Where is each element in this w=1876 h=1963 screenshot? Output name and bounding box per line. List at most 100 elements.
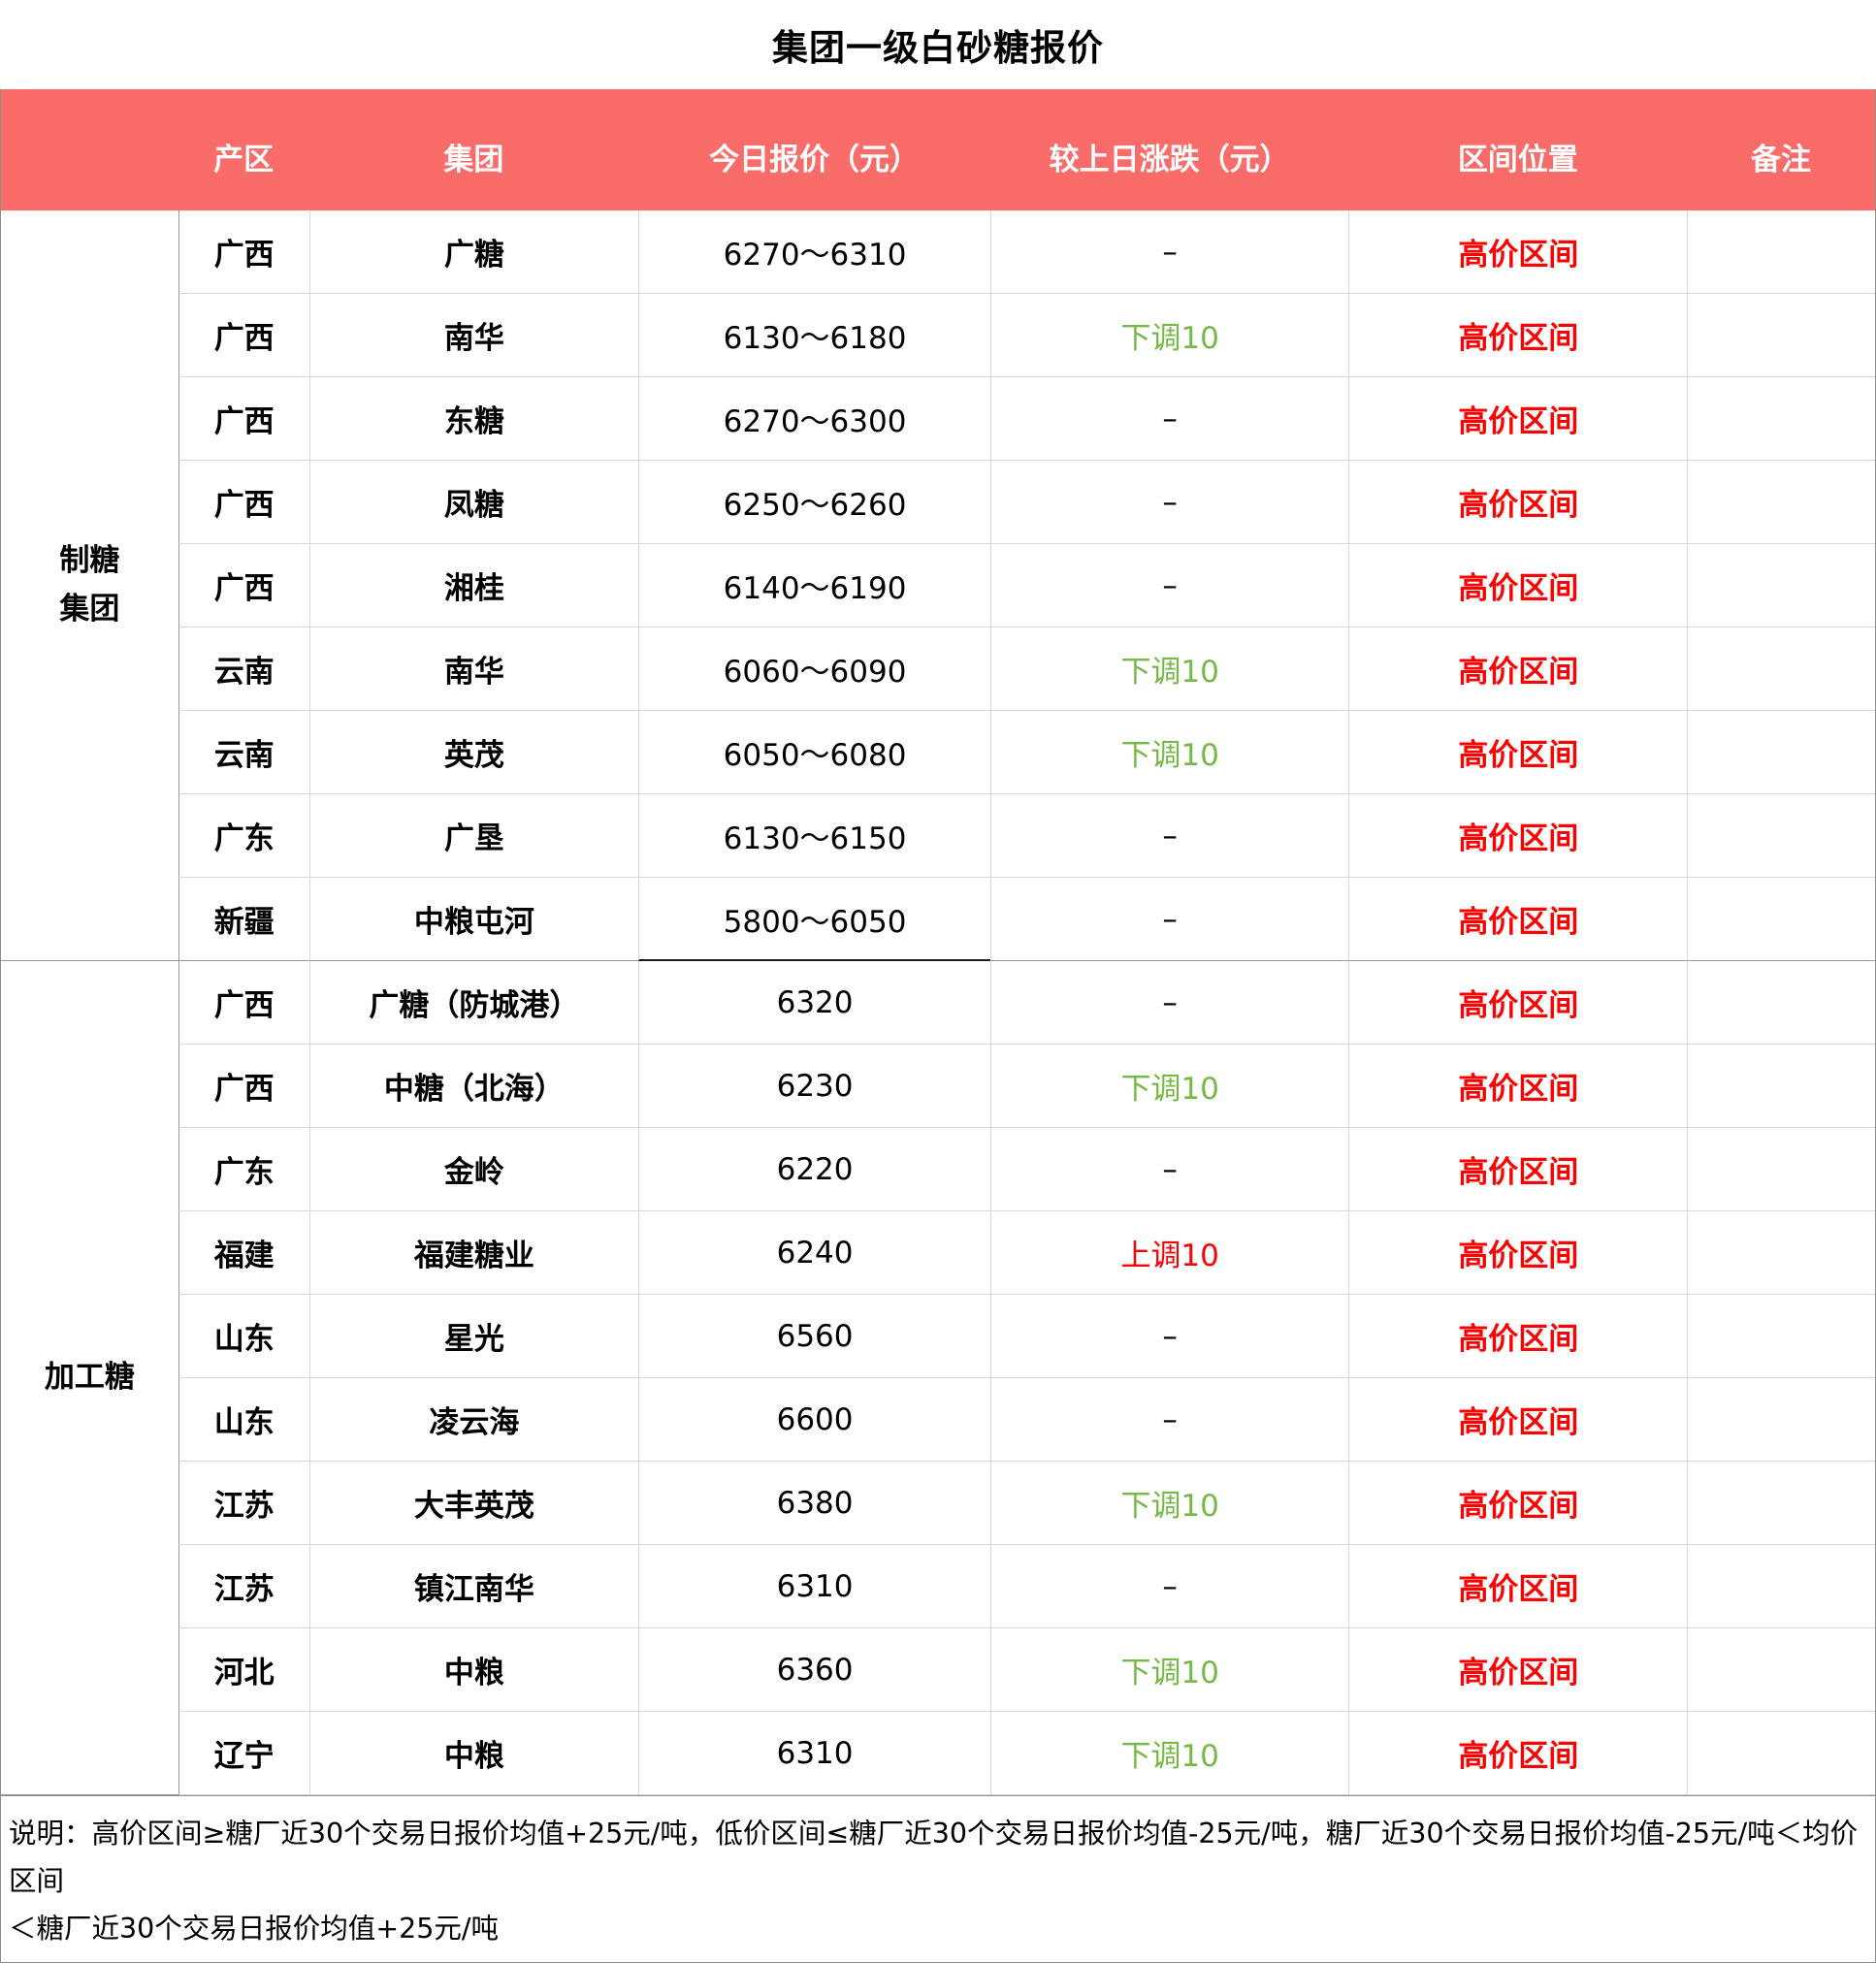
table-header-row: 产区 集团 今日报价（元） 较上日涨跌（元） 区间位置 备注 <box>1 89 1875 210</box>
price-cell: 6360 <box>638 1628 990 1712</box>
header-change: 较上日涨跌（元） <box>1049 143 1290 177</box>
remark-cell <box>1687 878 1875 961</box>
header-corner <box>1 89 178 210</box>
table-body: 制糖 集团 广西 广糖 6270～6310– 高价区间 广西 南华 6130～6180 下调10… <box>1 210 1875 1795</box>
range-position-cell: 高价区间 <box>1348 878 1688 961</box>
price-cell: 6240 <box>638 1211 990 1295</box>
area-cell: 广西 <box>178 961 309 1045</box>
group-name-cell: 星光 <box>308 1295 639 1378</box>
area-cell: 广西 <box>178 294 309 377</box>
change-cell: – <box>989 1295 1349 1378</box>
area-cell: 江苏 <box>178 1462 309 1545</box>
remark-cell <box>1687 711 1875 794</box>
area-cell: 云南 <box>178 628 309 711</box>
remark-cell <box>1687 461 1875 544</box>
title-block: 集团一级白砂糖报价 <box>0 0 1876 89</box>
price-cell: 6130～6150 <box>638 794 990 878</box>
change-cell: – <box>989 210 1349 294</box>
page-title: 集团一级白砂糖报价 <box>772 27 1104 69</box>
remark-cell <box>1687 544 1875 628</box>
change-cell: 下调10 <box>989 294 1349 377</box>
area-cell: 广东 <box>178 794 309 878</box>
price-cell: 6220 <box>638 1128 990 1211</box>
range-position-cell: 高价区间 <box>1348 1378 1688 1462</box>
remark-cell <box>1687 294 1875 377</box>
area-cell: 河北 <box>178 1628 309 1712</box>
remark-cell <box>1687 1712 1875 1795</box>
group-name-cell: 中粮屯河 <box>308 878 639 961</box>
price-cell: 6050～6080 <box>638 711 990 794</box>
change-cell: 下调10 <box>989 1628 1349 1712</box>
group-name-cell: 凌云海 <box>308 1378 639 1462</box>
area-cell: 广西 <box>178 544 309 628</box>
explanation-note: 说明：高价区间≥糖厂近30个交易日报价均值+25元/吨，低价区间≤糖厂近30个交… <box>1 1795 1875 1963</box>
header-area: 产区 <box>213 143 275 177</box>
remark-cell <box>1687 1462 1875 1545</box>
range-position-cell: 高价区间 <box>1348 1628 1688 1712</box>
group-name-cell: 中粮 <box>308 1628 639 1712</box>
price-cell: 6140～6190 <box>638 544 990 628</box>
change-cell: 上调10 <box>989 1211 1349 1295</box>
change-cell: 下调10 <box>989 628 1349 711</box>
price-cell: 6320 <box>638 961 990 1045</box>
price-cell: 6600 <box>638 1378 990 1462</box>
change-cell: 下调10 <box>989 1712 1349 1795</box>
range-position-cell: 高价区间 <box>1348 794 1688 878</box>
group-name-cell: 广糖 <box>308 210 639 294</box>
area-cell: 福建 <box>178 1211 309 1295</box>
remark-cell <box>1687 377 1875 461</box>
area-cell: 广西 <box>178 377 309 461</box>
area-cell: 广西 <box>178 210 309 294</box>
remark-cell <box>1687 1545 1875 1628</box>
range-position-cell: 高价区间 <box>1348 961 1688 1045</box>
change-cell: – <box>989 1128 1349 1211</box>
price-cell: 6310 <box>638 1712 990 1795</box>
area-cell: 江苏 <box>178 1545 309 1628</box>
price-cell: 6310 <box>638 1545 990 1628</box>
range-position-cell: 高价区间 <box>1348 1128 1688 1211</box>
remark-cell <box>1687 794 1875 878</box>
price-cell: 5800～6050 <box>638 878 990 961</box>
group-name-cell: 南华 <box>308 294 639 377</box>
group-name-cell: 大丰英茂 <box>308 1462 639 1545</box>
change-cell: – <box>989 461 1349 544</box>
group-name-cell: 中粮 <box>308 1712 639 1795</box>
remark-cell <box>1687 1045 1875 1128</box>
range-position-cell: 高价区间 <box>1348 294 1688 377</box>
sugar-quote-table: 产区 集团 今日报价（元） 较上日涨跌（元） 区间位置 备注 制糖 集团 广西 广糖… <box>0 89 1876 1963</box>
change-cell: – <box>989 1545 1349 1628</box>
range-position-cell: 高价区间 <box>1348 1712 1688 1795</box>
group-name-cell: 凤糖 <box>308 461 639 544</box>
price-cell: 6230 <box>638 1045 990 1128</box>
group-name-cell: 中糖（北海） <box>308 1045 639 1128</box>
group-name-cell: 英茂 <box>308 711 639 794</box>
group-name-cell: 福建糖业 <box>308 1211 639 1295</box>
range-position-cell: 高价区间 <box>1348 1295 1688 1378</box>
change-cell: – <box>989 544 1349 628</box>
area-cell: 广西 <box>178 461 309 544</box>
remark-cell <box>1687 961 1875 1045</box>
change-cell: – <box>989 794 1349 878</box>
remark-cell <box>1687 1378 1875 1462</box>
remark-cell <box>1687 1295 1875 1378</box>
area-cell: 辽宁 <box>178 1712 309 1795</box>
group-name-cell: 镇江南华 <box>308 1545 639 1628</box>
area-cell: 云南 <box>178 711 309 794</box>
range-position-cell: 高价区间 <box>1348 628 1688 711</box>
row-group-label: 制糖 集团 <box>1 210 178 961</box>
price-cell: 6560 <box>638 1295 990 1378</box>
price-cell: 6250～6260 <box>638 461 990 544</box>
change-cell: 下调10 <box>989 711 1349 794</box>
price-cell: 6060～6090 <box>638 628 990 711</box>
remark-cell <box>1687 628 1875 711</box>
range-position-cell: 高价区间 <box>1348 1045 1688 1128</box>
area-cell: 广西 <box>178 1045 309 1128</box>
remark-cell <box>1687 1128 1875 1211</box>
range-position-cell: 高价区间 <box>1348 1211 1688 1295</box>
header-range: 区间位置 <box>1457 143 1578 177</box>
range-position-cell: 高价区间 <box>1348 377 1688 461</box>
group-name-cell: 南华 <box>308 628 639 711</box>
range-position-cell: 高价区间 <box>1348 544 1688 628</box>
price-cell: 6380 <box>638 1462 990 1545</box>
change-cell: 下调10 <box>989 1045 1349 1128</box>
